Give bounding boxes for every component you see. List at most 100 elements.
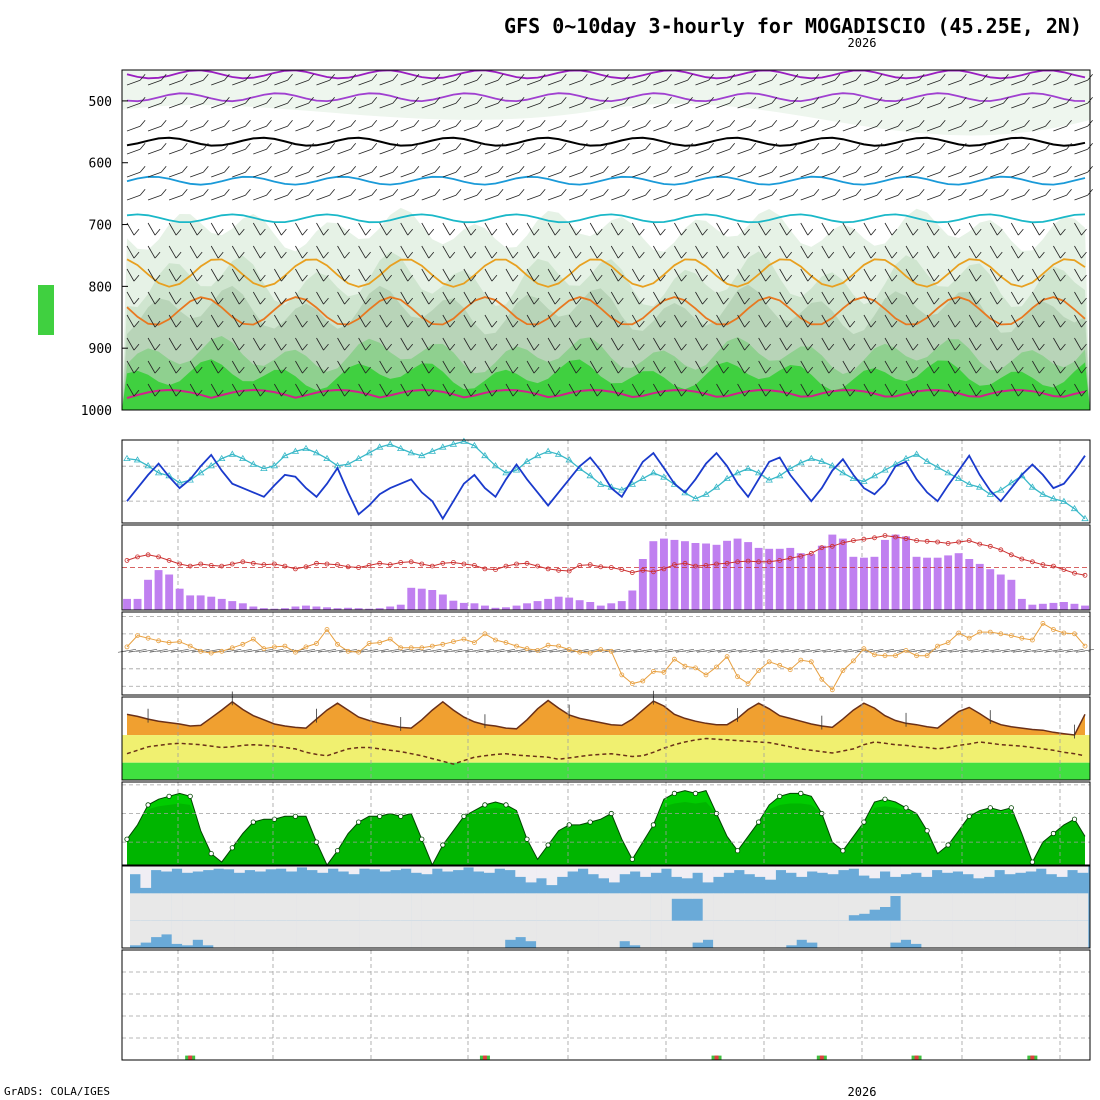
wind-barb-flag	[575, 228, 582, 236]
wind-speed-point	[998, 631, 1004, 637]
wind-speed-point	[461, 636, 467, 642]
thickness-point	[870, 472, 879, 479]
wind-barb	[947, 314, 956, 328]
cloud-cell-high	[494, 866, 506, 869]
cape-bar	[1007, 579, 1016, 610]
wind-barb	[1011, 79, 1025, 86]
wind-barb-flag	[133, 251, 140, 259]
wind-barb-flag	[1018, 228, 1024, 236]
wind-barb	[716, 148, 730, 155]
wind-barb-flag	[470, 251, 477, 259]
wind-barb-flag	[217, 343, 224, 351]
cloud-cell-high	[1046, 866, 1057, 875]
wind-barb	[905, 268, 914, 282]
wind-barb-flag	[1060, 297, 1066, 305]
cape-bar	[986, 569, 995, 610]
wind-barb-flag	[975, 320, 982, 328]
wind-barb	[463, 383, 472, 397]
wind-barb-flag	[491, 389, 498, 397]
thickness-point	[554, 450, 563, 457]
wind-barb	[126, 360, 135, 374]
lifted-index-point	[240, 559, 246, 565]
surface-wind-barb	[549, 648, 568, 653]
wind-barb	[1032, 291, 1040, 305]
lifted-index-point	[577, 563, 583, 568]
wind-barb	[358, 222, 366, 236]
xsec-ytick-2: 700	[89, 219, 112, 234]
wind-barb	[379, 148, 393, 155]
wind-barb	[590, 148, 604, 155]
wind-barb-flag	[323, 343, 329, 351]
cloud-cell-high	[171, 866, 183, 869]
wind-barb-flag	[455, 73, 462, 81]
wind-barb-flag	[723, 251, 729, 259]
lifted-index-point	[124, 558, 130, 563]
cloud-cell-high	[650, 866, 662, 873]
cloud-cell-middle	[911, 893, 922, 921]
surface-wind-barb	[1023, 648, 1042, 653]
lifted-index-point	[335, 562, 340, 568]
rh-frame	[121, 781, 1091, 866]
wind-barb-flag	[813, 119, 820, 127]
wind-barb-flag	[750, 119, 757, 127]
wind-barb	[716, 291, 724, 305]
wind-barb	[190, 102, 204, 109]
wind-barb-flag	[1045, 119, 1051, 127]
cloud-cell-high	[452, 866, 464, 871]
wind-barb-flag	[497, 119, 504, 127]
cloud-cell-high	[775, 866, 787, 871]
wind-barb	[989, 337, 998, 351]
thickness-point	[418, 451, 426, 459]
rh-point	[987, 805, 993, 811]
wind-barb	[674, 125, 688, 132]
wind-barb-flag	[723, 274, 729, 282]
surface-wind-barb	[454, 648, 473, 653]
wind-speed-point	[682, 663, 688, 669]
cloud-cell-middle	[525, 893, 537, 921]
wind-barb	[147, 102, 162, 109]
lifted-index-point	[840, 540, 846, 546]
wind-barb-flag	[681, 389, 687, 397]
surface-wind-barb	[991, 648, 1010, 653]
wind-barb	[253, 125, 267, 132]
wind-barb	[948, 194, 962, 201]
wind-barb-flag	[603, 188, 609, 196]
cloud-cell-high	[952, 866, 964, 872]
wind-barb	[1053, 148, 1067, 155]
wind-barb	[1053, 268, 1061, 282]
wind-speed-point	[1061, 630, 1067, 636]
rh-point	[861, 819, 867, 825]
wind-speed-point	[672, 656, 677, 662]
wind-barb	[126, 314, 135, 328]
wind-barb-flag	[344, 366, 350, 374]
wind-barb-flag	[554, 251, 561, 259]
wind-barb	[1053, 337, 1061, 351]
wind-barb	[968, 245, 977, 259]
wind-barb-flag	[154, 228, 161, 236]
rh-point	[187, 793, 193, 799]
cloud-cell-high	[796, 866, 808, 877]
wind-barb-flag	[512, 389, 519, 397]
lifted-index-point	[166, 558, 172, 563]
cape-bar	[249, 606, 258, 610]
wind-barb-flag	[792, 142, 799, 150]
wind-barb-flag	[308, 142, 314, 150]
wind-barb	[358, 79, 372, 86]
cloud-cell-middle	[400, 893, 412, 921]
wind-barb	[842, 314, 851, 328]
wind-barb	[1053, 125, 1067, 132]
wind-barb	[589, 314, 598, 328]
wind-barb-flag	[539, 73, 546, 81]
wind-barb-flag	[765, 274, 771, 282]
wind-barb	[779, 171, 793, 178]
wind-barb-flag	[470, 343, 477, 351]
thickness-point	[649, 469, 658, 476]
cloud-cell-middle	[588, 893, 599, 921]
wind-barb	[800, 102, 815, 109]
wind-barb-flag	[1003, 142, 1009, 150]
thickness-point	[965, 480, 973, 487]
wind-barb-flag	[323, 389, 329, 397]
cloud-cell-low	[640, 920, 651, 948]
wind-barb	[274, 383, 282, 397]
wind-barb	[316, 79, 330, 86]
